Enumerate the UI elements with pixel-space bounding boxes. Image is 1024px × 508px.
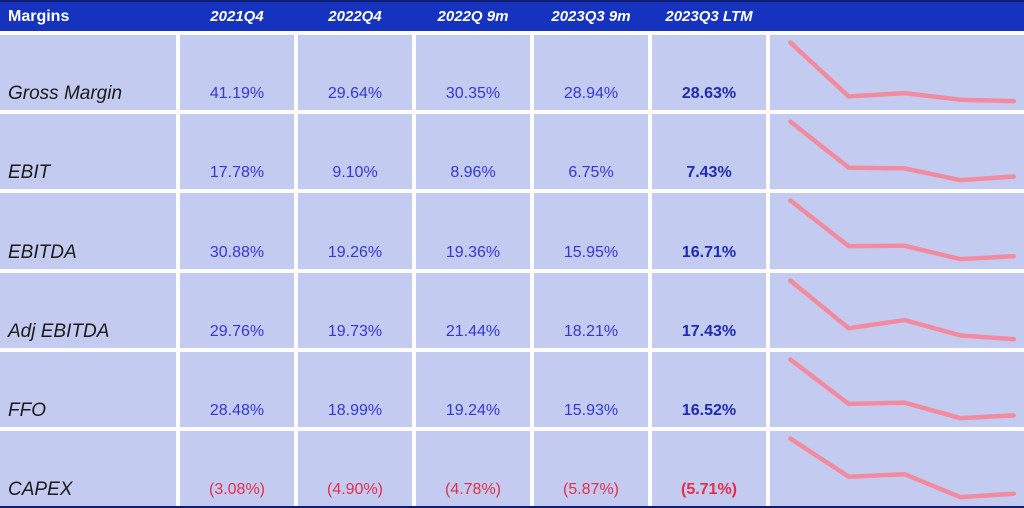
value-cell: 17.43%: [652, 272, 766, 348]
column-header-2022q4: 2022Q4: [328, 8, 382, 25]
value-cell: 29.76%: [180, 272, 294, 348]
sparkline-chart: [770, 431, 1024, 506]
table-header-row: Margins 2021Q4 2022Q4 2022Q 9m 2023Q3 9m…: [0, 2, 1024, 31]
table-row: FFO 28.48% 18.99% 19.24% 15.93% 16.52%: [0, 351, 1024, 427]
value-cell: 21.44%: [416, 272, 530, 348]
value-cell: 41.19%: [180, 35, 294, 111]
sparkline-cell: [770, 114, 1024, 190]
column-header-2022q-9m: 2022Q 9m: [437, 8, 509, 25]
value-cell: 19.73%: [298, 272, 412, 348]
sparkline-cell: [770, 430, 1024, 506]
value-cell: 6.75%: [534, 114, 648, 190]
sparkline-chart: [770, 35, 1024, 110]
table-row: Adj EBITDA 29.76% 19.73% 21.44% 18.21% 17.43%: [0, 272, 1024, 348]
sparkline-chart: [770, 273, 1024, 348]
value-cell: 7.43%: [652, 114, 766, 190]
column-header-2023q3-9m: 2023Q3 9m: [551, 8, 631, 25]
value-cell: 29.64%: [298, 35, 412, 111]
table-row: CAPEX (3.08%) (4.90%) (4.78%) (5.87%) (5.71%): [0, 430, 1024, 506]
value-cell: 16.52%: [652, 351, 766, 427]
row-label: Adj EBITDA: [0, 272, 176, 348]
sparkline-chart: [770, 114, 1024, 189]
value-cell: 9.10%: [298, 114, 412, 190]
column-header-2023q3-ltm: 2023Q3 LTM: [665, 8, 753, 25]
table-row: Gross Margin 41.19% 29.64% 30.35% 28.94% 28.6…: [0, 35, 1024, 111]
row-label: CAPEX: [0, 430, 176, 506]
value-cell: 15.95%: [534, 193, 648, 269]
value-cell: 15.93%: [534, 351, 648, 427]
sparkline-chart: [770, 193, 1024, 268]
value-cell: 17.78%: [180, 114, 294, 190]
value-cell: (5.87%): [534, 430, 648, 506]
value-cell: 8.96%: [416, 114, 530, 190]
row-label: FFO: [0, 351, 176, 427]
row-label: EBIT: [0, 114, 176, 190]
value-cell: 28.94%: [534, 35, 648, 111]
value-cell: (4.90%): [298, 430, 412, 506]
row-label: EBITDA: [0, 193, 176, 269]
table-body: Gross Margin 41.19% 29.64% 30.35% 28.94% 28.6…: [0, 31, 1024, 506]
table-title: Margins: [8, 7, 70, 25]
value-cell: (3.08%): [180, 430, 294, 506]
value-cell: 30.35%: [416, 35, 530, 111]
value-cell: 28.48%: [180, 351, 294, 427]
value-cell: 28.63%: [652, 35, 766, 111]
value-cell: 19.24%: [416, 351, 530, 427]
value-cell: 18.21%: [534, 272, 648, 348]
column-header-2021q4: 2021Q4: [210, 8, 264, 25]
value-cell: 19.26%: [298, 193, 412, 269]
value-cell: (5.71%): [652, 430, 766, 506]
value-cell: 19.36%: [416, 193, 530, 269]
value-cell: 30.88%: [180, 193, 294, 269]
value-cell: 16.71%: [652, 193, 766, 269]
table-row: EBIT 17.78% 9.10% 8.96% 6.75% 7.43%: [0, 114, 1024, 190]
table-row: EBITDA 30.88% 19.26% 19.36% 15.95% 16.71%: [0, 193, 1024, 269]
sparkline-cell: [770, 35, 1024, 111]
row-label: Gross Margin: [0, 35, 176, 111]
sparkline-cell: [770, 193, 1024, 269]
sparkline-chart: [770, 352, 1024, 427]
sparkline-cell: [770, 351, 1024, 427]
sparkline-cell: [770, 272, 1024, 348]
value-cell: 18.99%: [298, 351, 412, 427]
value-cell: (4.78%): [416, 430, 530, 506]
